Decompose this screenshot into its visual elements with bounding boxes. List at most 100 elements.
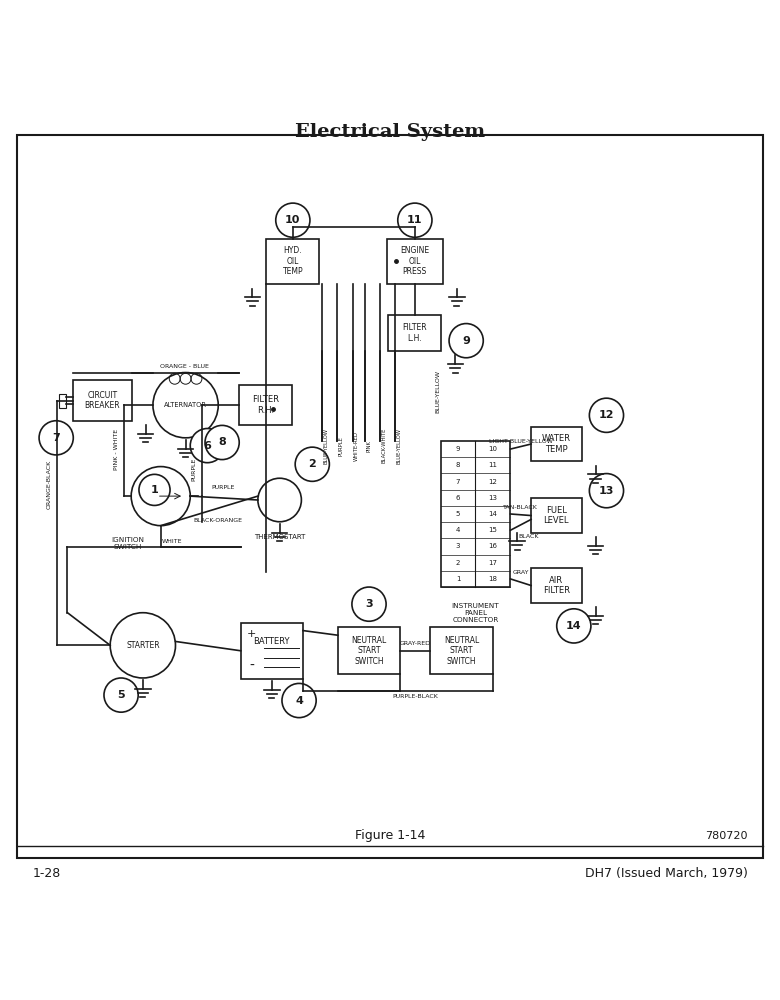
Text: 10: 10 bbox=[488, 446, 498, 452]
Bar bbox=[441, 441, 510, 587]
Text: NEUTRAL
START
SWITCH: NEUTRAL START SWITCH bbox=[444, 636, 479, 666]
Bar bbox=[431, 627, 493, 674]
Text: 5: 5 bbox=[117, 690, 125, 700]
Text: 11: 11 bbox=[488, 462, 498, 468]
Text: GRAY-RED: GRAY-RED bbox=[400, 641, 431, 646]
Text: ORANGE - BLUE: ORANGE - BLUE bbox=[160, 364, 208, 369]
Text: PURPLE: PURPLE bbox=[339, 436, 344, 456]
Text: 10: 10 bbox=[285, 215, 300, 225]
Text: PURPLE: PURPLE bbox=[192, 457, 197, 481]
Text: 13: 13 bbox=[599, 486, 614, 496]
Text: BLUE-YELLOW: BLUE-YELLOW bbox=[323, 428, 328, 464]
Text: 1-28: 1-28 bbox=[33, 867, 61, 880]
Text: 780720: 780720 bbox=[705, 831, 747, 841]
Text: BLACK-WHITE: BLACK-WHITE bbox=[381, 428, 386, 463]
Text: 12: 12 bbox=[599, 410, 614, 420]
Text: BLUE-YELLOW: BLUE-YELLOW bbox=[397, 428, 402, 464]
Text: Figure 1-14: Figure 1-14 bbox=[355, 829, 425, 842]
Text: 15: 15 bbox=[488, 527, 498, 533]
Text: WHITE: WHITE bbox=[162, 539, 183, 544]
Text: Electrical System: Electrical System bbox=[295, 123, 485, 141]
Text: 12: 12 bbox=[488, 479, 498, 485]
Text: ENGINE
OIL
PRESS: ENGINE OIL PRESS bbox=[400, 246, 430, 276]
Text: TAN-BLACK: TAN-BLACK bbox=[503, 505, 538, 510]
Text: HYD.
OIL
TEMP: HYD. OIL TEMP bbox=[282, 246, 303, 276]
Bar bbox=[387, 239, 443, 284]
Text: 18: 18 bbox=[488, 576, 498, 582]
Bar bbox=[388, 315, 441, 351]
Text: 7: 7 bbox=[456, 479, 460, 485]
Text: INSTRUMENT
PANEL
CONNECTOR: INSTRUMENT PANEL CONNECTOR bbox=[452, 603, 499, 623]
Circle shape bbox=[449, 324, 484, 358]
Bar bbox=[239, 385, 292, 425]
Circle shape bbox=[295, 447, 329, 481]
Text: 11: 11 bbox=[407, 215, 423, 225]
Circle shape bbox=[590, 474, 623, 508]
Circle shape bbox=[205, 425, 239, 460]
Text: PURPLE: PURPLE bbox=[211, 485, 235, 490]
Text: 17: 17 bbox=[488, 560, 498, 566]
Text: THERMOSTART: THERMOSTART bbox=[254, 534, 305, 540]
Text: 14: 14 bbox=[566, 621, 582, 631]
Text: IGNITION
SWITCH: IGNITION SWITCH bbox=[111, 537, 144, 550]
Text: +: + bbox=[247, 629, 257, 639]
Text: 3: 3 bbox=[456, 543, 460, 549]
Text: ORANGE-BLACK: ORANGE-BLACK bbox=[47, 460, 52, 509]
Text: 5: 5 bbox=[456, 511, 460, 517]
Circle shape bbox=[398, 203, 432, 237]
Text: 9: 9 bbox=[463, 336, 470, 346]
Text: 8: 8 bbox=[456, 462, 460, 468]
Bar bbox=[267, 239, 319, 284]
Text: ALTERNATOR: ALTERNATOR bbox=[164, 402, 207, 408]
Text: FUEL
LEVEL: FUEL LEVEL bbox=[544, 506, 569, 525]
Bar bbox=[531, 498, 582, 533]
Text: 1: 1 bbox=[456, 576, 460, 582]
Text: 4: 4 bbox=[295, 696, 303, 706]
Text: GRAY: GRAY bbox=[512, 570, 529, 575]
Circle shape bbox=[282, 683, 316, 718]
Text: 2: 2 bbox=[308, 459, 316, 469]
Circle shape bbox=[190, 428, 225, 463]
Text: FILTER
L.H.: FILTER L.H. bbox=[402, 323, 427, 343]
Text: 16: 16 bbox=[488, 543, 498, 549]
Text: 6: 6 bbox=[204, 441, 211, 451]
Bar bbox=[338, 627, 400, 674]
Text: PINK: PINK bbox=[367, 440, 372, 452]
Text: 13: 13 bbox=[488, 495, 498, 501]
Text: PINK - WHITE: PINK - WHITE bbox=[114, 429, 119, 470]
Circle shape bbox=[590, 398, 623, 432]
Text: CIRCUIT
BREAKER: CIRCUIT BREAKER bbox=[84, 391, 120, 410]
Text: NEUTRAL
START
SWITCH: NEUTRAL START SWITCH bbox=[352, 636, 387, 666]
Circle shape bbox=[352, 587, 386, 621]
Text: AIR
FILTER: AIR FILTER bbox=[543, 576, 570, 595]
Text: STARTER: STARTER bbox=[126, 641, 160, 650]
Text: -: - bbox=[250, 659, 254, 673]
Circle shape bbox=[104, 678, 138, 712]
Text: 2: 2 bbox=[456, 560, 460, 566]
Text: 1: 1 bbox=[151, 485, 158, 495]
Text: WHITE-RED: WHITE-RED bbox=[354, 431, 360, 461]
Bar bbox=[531, 568, 582, 603]
Circle shape bbox=[139, 474, 170, 505]
Bar bbox=[531, 427, 582, 461]
Bar bbox=[73, 380, 132, 421]
Circle shape bbox=[39, 421, 73, 455]
Text: 6: 6 bbox=[456, 495, 460, 501]
Text: 8: 8 bbox=[218, 437, 226, 447]
Text: 9: 9 bbox=[456, 446, 460, 452]
Text: LIGHT BLUE-YELLOW: LIGHT BLUE-YELLOW bbox=[489, 439, 553, 444]
Text: BLUE-YELLOW: BLUE-YELLOW bbox=[436, 370, 441, 413]
Text: 3: 3 bbox=[365, 599, 373, 609]
Circle shape bbox=[557, 609, 591, 643]
Text: BLACK: BLACK bbox=[518, 534, 539, 539]
Text: DH7 (Issued March, 1979): DH7 (Issued March, 1979) bbox=[585, 867, 747, 880]
Text: BATTERY: BATTERY bbox=[254, 637, 290, 646]
Text: WATER
TEMP: WATER TEMP bbox=[542, 434, 571, 454]
Text: 14: 14 bbox=[488, 511, 498, 517]
Circle shape bbox=[276, 203, 310, 237]
Text: PURPLE-BLACK: PURPLE-BLACK bbox=[392, 694, 438, 699]
Text: 4: 4 bbox=[456, 527, 460, 533]
Bar bbox=[59, 394, 66, 408]
Text: 7: 7 bbox=[52, 433, 60, 443]
Text: FILTER
R.H.: FILTER R.H. bbox=[252, 395, 279, 415]
